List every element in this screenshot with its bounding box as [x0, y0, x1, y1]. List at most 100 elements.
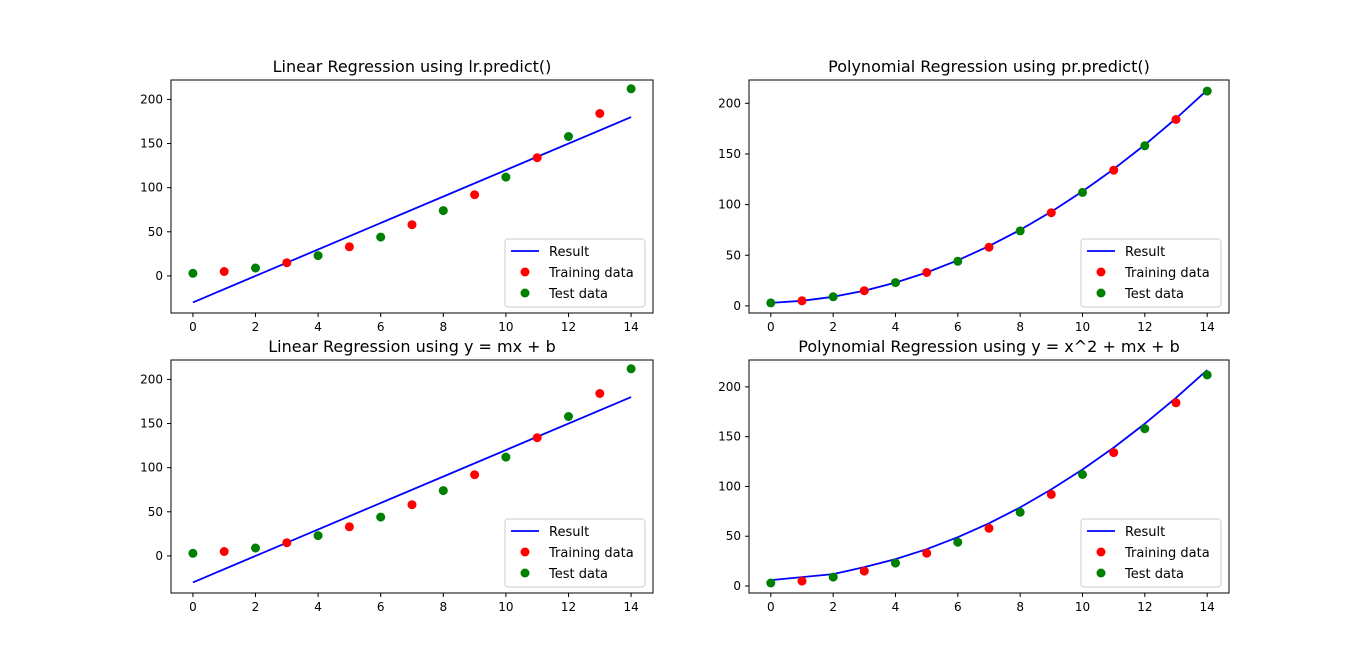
x-tick-label: 0 — [189, 600, 197, 614]
test-point — [251, 543, 260, 553]
training-point — [532, 153, 542, 163]
test-point — [626, 364, 636, 374]
training-point — [1046, 208, 1056, 218]
test-point — [828, 292, 838, 302]
training-point — [344, 522, 354, 532]
legend-label: Result — [549, 525, 589, 540]
legend-box — [1080, 238, 1222, 308]
test-point — [766, 298, 776, 308]
x-tick-label: 14 — [623, 600, 638, 614]
test-point — [1140, 424, 1150, 434]
x-tick-label: 4 — [314, 600, 322, 614]
test-point — [1015, 507, 1025, 517]
x-tick-label: 6 — [377, 320, 385, 334]
y-tick-label: 0 — [155, 549, 163, 563]
x-tick-label: 12 — [561, 600, 576, 614]
training-point — [595, 109, 605, 118]
training-point — [984, 523, 994, 533]
legend-test-swatch — [1096, 288, 1106, 298]
y-tick-label: 150 — [718, 147, 741, 161]
test-point — [501, 172, 511, 182]
y-tick-label: 150 — [140, 417, 163, 431]
x-tick-label: 2 — [829, 320, 837, 334]
subplot-1: Linear Regression using lr.predict() 0 2 4 6… — [140, 57, 654, 334]
legend-label: Test data — [548, 287, 608, 302]
x-tick-label: 2 — [252, 320, 260, 334]
x-tick-label: 12 — [1137, 320, 1152, 334]
training-point — [407, 500, 417, 510]
result-line — [192, 396, 632, 584]
subplot-2: Polynomial Regression using pr.predict()… — [718, 57, 1230, 334]
x-tick-label: 6 — [377, 600, 385, 614]
legend-label: Test data — [548, 567, 608, 582]
legend-label: Result — [1125, 245, 1165, 260]
training-point — [1171, 115, 1181, 124]
training-point — [219, 547, 229, 556]
test-point — [766, 578, 776, 588]
training-point — [407, 220, 417, 230]
test-point — [376, 232, 386, 242]
training-point — [984, 242, 994, 252]
training-point — [859, 286, 869, 296]
x-tick-label: 0 — [189, 320, 197, 334]
test-point — [564, 412, 573, 421]
x-tick-label: 4 — [892, 320, 900, 334]
y-tick-label: 50 — [148, 225, 163, 239]
y-tick-label: 200 — [140, 92, 163, 106]
legend-label: Training data — [1124, 266, 1210, 281]
test-point — [828, 572, 838, 582]
x-tick-label: 2 — [829, 600, 837, 614]
subplot-title: Linear Regression using y = mx + b — [268, 337, 556, 356]
training-point — [922, 548, 932, 558]
legend-training-swatch — [1096, 547, 1106, 557]
test-point — [313, 531, 323, 541]
y-tick-label: 0 — [733, 579, 741, 593]
legend-test-swatch — [520, 568, 530, 578]
legend-test-swatch — [520, 288, 530, 298]
x-tick-label: 14 — [623, 320, 638, 334]
training-point — [282, 258, 292, 268]
x-tick-label: 8 — [1016, 600, 1024, 614]
x-tick-label: 14 — [1200, 320, 1215, 334]
legend-label: Result — [1125, 525, 1165, 540]
y-tick-label: 200 — [718, 380, 741, 394]
test-point — [891, 558, 900, 568]
x-tick-label: 14 — [1200, 600, 1215, 614]
test-point — [501, 452, 511, 462]
legend-label: Training data — [548, 546, 634, 561]
subplot-title: Linear Regression using lr.predict() — [273, 57, 552, 76]
x-tick-label: 2 — [252, 600, 260, 614]
x-tick-label: 4 — [314, 320, 322, 334]
x-tick-label: 10 — [1075, 600, 1090, 614]
result-line — [192, 116, 632, 304]
axes-frame — [748, 79, 1230, 314]
subplot-title: Polynomial Regression using y = x^2 + mx… — [798, 337, 1179, 356]
training-point — [797, 576, 807, 586]
y-tick-label: 0 — [733, 299, 741, 313]
y-tick-label: 150 — [718, 430, 741, 444]
training-point — [859, 566, 869, 576]
test-point — [188, 548, 198, 558]
training-point — [532, 433, 542, 443]
legend-label: Training data — [1124, 546, 1210, 561]
subplot-3: Linear Regression using y = mx + b 0 2 4 6 8 1… — [140, 337, 654, 614]
x-tick-label: 8 — [439, 600, 447, 614]
x-tick-label: 6 — [954, 600, 962, 614]
y-tick-label: 50 — [148, 505, 163, 519]
legend: Result Training data Test data — [1080, 238, 1222, 308]
legend-label: Test data — [1124, 287, 1184, 302]
test-point — [953, 256, 963, 266]
test-point — [1202, 86, 1212, 96]
training-point — [1171, 398, 1181, 408]
axes-frame — [748, 359, 1230, 594]
axes-frame — [170, 359, 654, 594]
x-tick-label: 8 — [1016, 320, 1024, 334]
subplot-title: Polynomial Regression using pr.predict() — [828, 57, 1150, 76]
test-point — [953, 537, 963, 547]
x-tick-label: 10 — [1075, 320, 1090, 334]
legend-box — [1080, 518, 1222, 588]
x-tick-label: 8 — [439, 320, 447, 334]
subplot-4: Polynomial Regression using y = x^2 + mx… — [718, 337, 1230, 614]
training-point — [922, 268, 932, 277]
